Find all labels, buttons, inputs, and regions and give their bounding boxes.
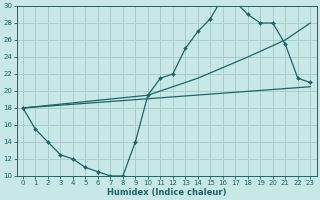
X-axis label: Humidex (Indice chaleur): Humidex (Indice chaleur)	[107, 188, 226, 197]
